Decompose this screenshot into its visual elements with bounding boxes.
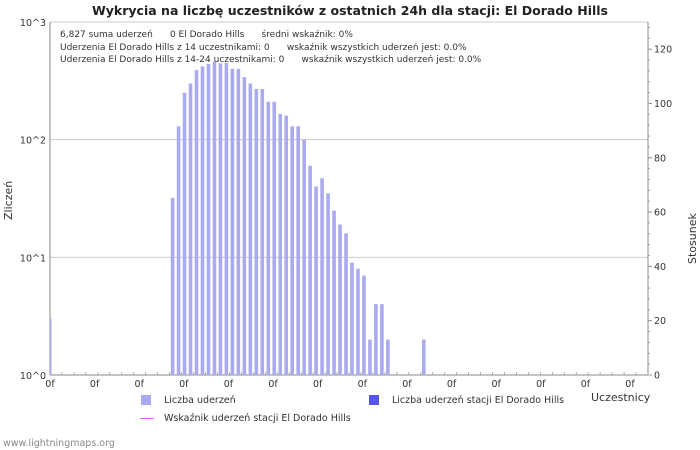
stats-line-1: 6,827 suma uderzeń 0 El Dorado Hills śre… <box>60 30 353 40</box>
bar <box>332 210 336 375</box>
y-right-tick-label: 20 <box>654 316 666 327</box>
y-right-tick-label: 100 <box>654 99 672 110</box>
bar <box>362 275 366 375</box>
bar <box>314 186 318 375</box>
x-tick-label: 0f <box>179 379 189 390</box>
average-ratio: średni wskaźnik: 0% <box>261 30 353 40</box>
bar <box>218 63 223 375</box>
bar <box>182 92 187 375</box>
y-tick-label: 10^2 <box>20 136 46 147</box>
x-tick-label: 0f <box>447 379 457 390</box>
y-right-tick-label: 40 <box>654 262 666 273</box>
bar <box>326 193 330 375</box>
bar <box>242 77 247 376</box>
x-tick-label: 0f <box>268 379 278 390</box>
bar <box>320 178 324 375</box>
bar <box>290 126 294 375</box>
bar <box>236 68 241 375</box>
y-tick-label: 10^0 <box>20 371 46 382</box>
legend-label-station-ratio: Wskaźnik uderzeń stacji El Dorado Hills <box>164 413 351 424</box>
x-tick-label: 0f <box>581 379 591 390</box>
x-tick-label: 0f <box>313 379 323 390</box>
x-tick-label: 0f <box>135 379 145 390</box>
ratio-14-24: wskaźnik wszystkich uderzeń jest: 0.0% <box>301 55 482 65</box>
y-right-tick-label: 0 <box>654 371 660 382</box>
stats-line-3: Uderzenia El Dorado Hills z 14-24 uczest… <box>60 55 481 65</box>
y-tick-label: 10^3 <box>20 18 46 29</box>
station-strikes-14: Uderzenia El Dorado Hills z 14 uczestnik… <box>60 43 270 53</box>
bar <box>194 70 199 375</box>
bar <box>338 224 342 375</box>
bar <box>272 101 277 375</box>
legend-label-station-strikes: Liczba uderzeń stacji El Dorado Hills <box>392 395 565 406</box>
bar <box>212 61 217 376</box>
station-strikes-14-24: Uderzenia El Dorado Hills z 14-24 uczest… <box>60 55 285 65</box>
bar <box>206 63 211 375</box>
y-right-tick-label: 120 <box>654 45 672 56</box>
bar <box>374 304 378 375</box>
bar <box>230 68 235 375</box>
x-tick-label: 0f <box>536 379 546 390</box>
bar <box>356 268 360 375</box>
legend-label-strikes: Liczba uderzeń <box>164 395 236 406</box>
stats-line-2: Uderzenia El Dorado Hills z 14 uczestnik… <box>60 43 467 53</box>
x-tick-label: 0f <box>402 379 412 390</box>
bar <box>421 339 426 375</box>
y-axis-title-right: Stosunek [%] <box>686 213 700 264</box>
x-axis-title: Uczestnicy <box>591 391 651 404</box>
x-tick-label: 0f <box>358 379 368 390</box>
bar <box>278 114 283 376</box>
bar <box>386 339 390 375</box>
station-strikes: 0 El Dorado Hills <box>169 30 245 40</box>
bar <box>170 197 175 375</box>
total-strikes: 6,827 suma uderzeń <box>60 30 153 40</box>
x-tick-label: 0f <box>90 379 100 390</box>
bar <box>248 83 253 376</box>
y-axis-title-left: Zliczeń <box>2 180 15 220</box>
bar <box>368 339 372 375</box>
bar <box>266 101 271 375</box>
bar <box>296 126 300 375</box>
x-tick-label: 0f <box>224 379 234 390</box>
bar <box>350 262 354 375</box>
bar <box>50 318 52 375</box>
bar <box>188 83 193 376</box>
bar <box>284 115 289 375</box>
bar <box>200 66 205 376</box>
footer-watermark: www.lightningmaps.org <box>3 438 115 449</box>
bar <box>254 88 259 375</box>
bar <box>380 304 384 375</box>
legend-swatch-station-strikes <box>369 395 379 405</box>
bar <box>302 139 306 375</box>
y-tick-label: 10^1 <box>20 253 46 264</box>
x-tick-label: 0f <box>491 379 501 390</box>
bar <box>260 88 265 375</box>
legend-swatch-station-ratio <box>140 418 154 419</box>
y-right-tick-label: 60 <box>654 208 666 219</box>
bar <box>308 165 312 375</box>
bar <box>176 126 181 375</box>
legend-swatch-strikes <box>141 395 151 405</box>
bar <box>344 233 348 375</box>
ratio-14: wskaźnik wszystkich uderzeń jest: 0.0% <box>286 43 467 53</box>
chart-title: Wykrycia na liczbę uczestników z ostatni… <box>92 3 608 18</box>
x-tick-label: 0f <box>45 379 55 390</box>
x-tick-label: 0f <box>625 379 635 390</box>
bar <box>224 62 229 375</box>
y-right-tick-label: 80 <box>654 153 666 164</box>
